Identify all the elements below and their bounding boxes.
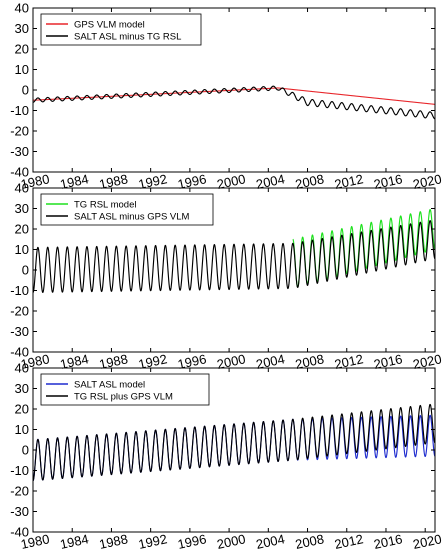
x-tick-label: 1996 (176, 171, 207, 192)
x-tick-label: 2012 (333, 351, 364, 372)
legend-label-2: SALT ASL minus TG RSL (74, 31, 181, 42)
panel-2: -40 -30 -20 -10 0 10 20 30 40 1980 1984 1988 1992 199… (10, 181, 443, 372)
x-tick-label: 1980 (19, 171, 50, 192)
panel-3: -40 -30 -20 -10 0 10 20 30 40 1980 1984 1988 1992 199… (10, 361, 443, 550)
x-tick-label: 1996 (176, 351, 207, 372)
y-tick-label: -20 (10, 304, 29, 319)
y-tick-label: -40 (10, 345, 29, 360)
x-tick-label: 2000 (215, 351, 246, 372)
x-tick-label: 2016 (372, 351, 403, 372)
legend-box (40, 373, 210, 406)
x-tick-label: 2008 (294, 531, 325, 550)
legend-box (40, 13, 202, 46)
x-tick-label: 1992 (137, 351, 168, 372)
y-tick-label: -20 (10, 484, 29, 499)
y-tick-label: -10 (10, 463, 29, 478)
x-tick-label: 2016 (372, 531, 403, 550)
x-tick-label: 1996 (176, 531, 207, 550)
x-tick-label: 1992 (137, 171, 168, 192)
y-tick-label: 0 (22, 443, 29, 458)
x-tick-label: 2004 (255, 351, 286, 372)
x-tick-label: 2004 (255, 531, 286, 550)
y-tick-label: 20 (15, 222, 29, 237)
series-line-2 (32, 220, 436, 293)
y-tick-label: 10 (15, 422, 29, 437)
y-tick-label: -40 (10, 165, 29, 180)
y-tick-label: 20 (15, 402, 29, 417)
x-tick-label: 1988 (98, 351, 129, 372)
legend-label-1: SALT ASL model (74, 379, 145, 390)
legend-label-2: TG RSL plus GPS VLM (74, 391, 173, 402)
y-tick-label: 30 (15, 201, 29, 216)
y-tick-label: -30 (10, 144, 29, 159)
x-tick-label: 2008 (294, 351, 325, 372)
y-tick-label: 30 (15, 381, 29, 396)
x-tick-label: 2012 (333, 531, 364, 550)
x-tick-label: 1980 (19, 351, 50, 372)
legend-label-2: SALT ASL minus GPS VLM (74, 211, 190, 222)
y-tick-label: 0 (22, 83, 29, 98)
y-tick-label: -10 (10, 283, 29, 298)
x-tick-label: 2016 (372, 171, 403, 192)
y-tick-label: 20 (15, 42, 29, 57)
legend-label-1: TG RSL model (74, 199, 136, 210)
x-tick-label: 1984 (59, 171, 90, 192)
x-tick-label: 2020 (412, 531, 443, 550)
y-tick-label: 30 (15, 21, 29, 36)
x-tick-label: 2000 (215, 171, 246, 192)
y-tick-label: 10 (15, 62, 29, 77)
y-tick-label: 40 (15, 181, 29, 196)
x-tick-label: 1980 (19, 531, 50, 550)
x-tick-label: 1992 (137, 531, 168, 550)
x-tick-label: 2020 (412, 351, 443, 372)
series-line-1 (32, 87, 436, 105)
x-tick-label: 2020 (412, 171, 443, 192)
y-tick-label: -10 (10, 103, 29, 118)
y-tick-label: 40 (15, 1, 29, 16)
x-tick-label: 1984 (59, 351, 90, 372)
y-tick-label: 10 (15, 242, 29, 257)
y-tick-label: -30 (10, 504, 29, 519)
panel-1: -40 -30 -20 -10 0 10 20 30 40 1980 1984 1988 1992 199… (10, 1, 443, 192)
x-tick-label: 2004 (255, 171, 286, 192)
y-tick-label: -40 (10, 525, 29, 540)
x-tick-label: 1988 (98, 531, 129, 550)
x-tick-label: 2012 (333, 171, 364, 192)
y-tick-label: -20 (10, 124, 29, 139)
legend-box (40, 193, 214, 226)
x-tick-label: 1984 (59, 531, 90, 550)
y-tick-label: 0 (22, 263, 29, 278)
x-tick-label: 1988 (98, 171, 129, 192)
series-line-2 (32, 403, 436, 482)
legend-label-1: GPS VLM model (74, 19, 145, 30)
x-tick-label: 2008 (294, 171, 325, 192)
x-tick-label: 2000 (215, 531, 246, 550)
series-line-2 (32, 85, 436, 120)
y-tick-label: 40 (15, 361, 29, 376)
y-tick-label: -30 (10, 324, 29, 339)
